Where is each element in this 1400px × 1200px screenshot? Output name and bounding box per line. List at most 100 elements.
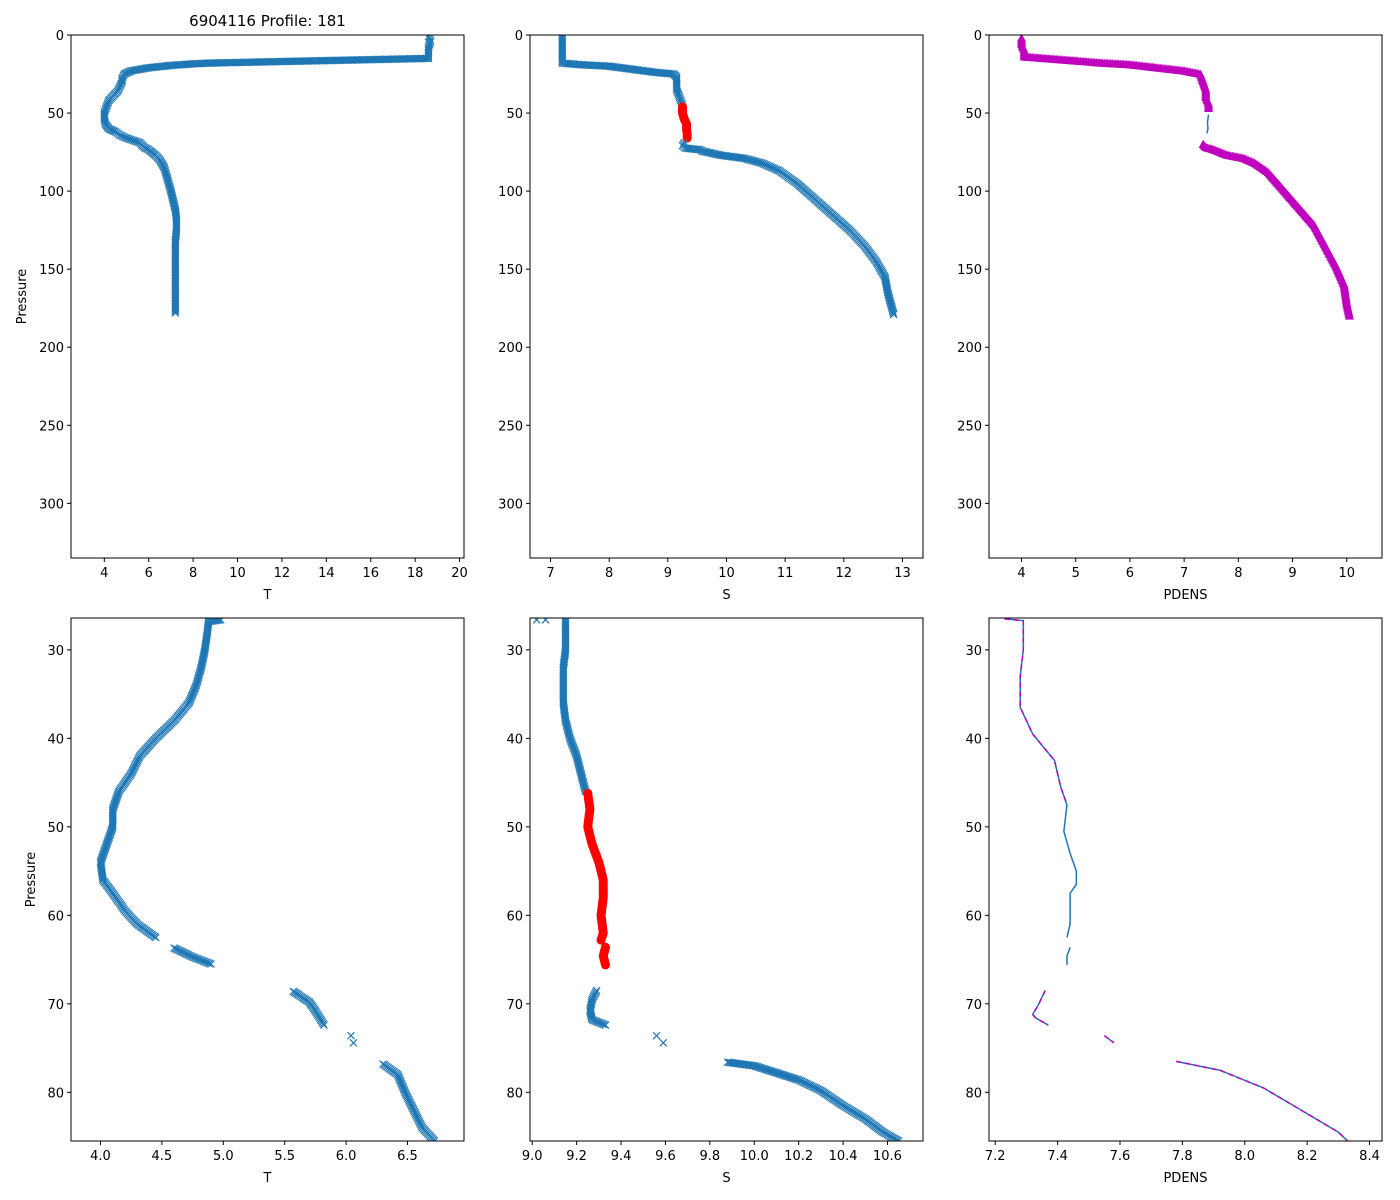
x-tick-label: 10 [718, 566, 735, 581]
y-tick-label: 70 [506, 998, 523, 1013]
x-tick-label: 10.2 [784, 1149, 813, 1164]
x-axis-label: S [722, 588, 730, 603]
series-pdens [1017, 35, 1214, 112]
x-tick-label: 6.0 [336, 1149, 357, 1164]
data-point [347, 1031, 355, 1040]
axes-frame [988, 617, 1383, 1142]
data-point [171, 307, 180, 316]
x-tick-label: 4.5 [152, 1149, 173, 1164]
y-tick-label: 50 [965, 107, 982, 122]
y-axis-label: Pressure [15, 269, 30, 325]
data-point [882, 279, 890, 288]
data-point [738, 154, 747, 163]
data-point [659, 1038, 668, 1047]
series-t-b [170, 944, 215, 968]
y-tick-label: 50 [965, 821, 982, 836]
data-point [151, 933, 160, 942]
series-t-d [347, 1031, 358, 1047]
x-tick-label: 10.4 [829, 1149, 858, 1164]
x-tick-label: 7.8 [1172, 1149, 1193, 1164]
data-point [692, 145, 701, 154]
y-tick-label: 250 [957, 419, 982, 434]
x-tick-label: 10.6 [873, 1149, 902, 1164]
x-tick-label: 10 [1338, 566, 1355, 581]
x-tick-label: 18 [407, 566, 424, 581]
plot-area [100, 35, 435, 317]
x-axis-label: T [263, 588, 272, 603]
series-s [559, 618, 590, 796]
data-point [1204, 103, 1214, 112]
y-tick-label: 300 [39, 497, 64, 512]
data-point [600, 1020, 608, 1029]
y-tick-label: 50 [47, 107, 64, 122]
series-pdens-e [1175, 1060, 1349, 1141]
x-tick-label: 9 [1288, 566, 1296, 581]
data-point [171, 305, 180, 314]
x-tick-label: 7 [1180, 566, 1188, 581]
x-axis-label: T [263, 1171, 272, 1186]
y-tick-label: 50 [506, 821, 523, 836]
data-point [171, 308, 180, 317]
x-tick-label: 9.2 [566, 1149, 587, 1164]
data-point [532, 618, 541, 624]
data-point [883, 283, 891, 292]
panel-bottom-salinity: 9.0 9.2 9.4 9.6 9.8 10.0 10.2 10.4 10.6 30 40 50 60 7… [506, 617, 924, 1186]
x-tick-label: 20 [451, 566, 468, 581]
series-t [100, 35, 435, 317]
x-tick-label: 13 [894, 566, 911, 581]
x-tick-label: 8.4 [1359, 1149, 1380, 1164]
series-line [1175, 1060, 1349, 1141]
x-tick-label: 12 [836, 566, 853, 581]
x-tick-label: 6 [145, 566, 153, 581]
data-point [672, 84, 681, 93]
plot-area [1004, 618, 1349, 1141]
x-tick-label: 9.6 [655, 1149, 676, 1164]
series-s-d [652, 1031, 668, 1047]
y-tick-label: 300 [498, 497, 523, 512]
plot-area [532, 618, 903, 1141]
x-tick-label: 7.4 [1047, 1149, 1068, 1164]
series-s-flagged [678, 102, 692, 143]
data-point [98, 872, 107, 881]
y-tick-label: 60 [965, 909, 982, 924]
x-tick-label: 12 [274, 566, 291, 581]
series-t [96, 618, 225, 942]
data-point [882, 280, 891, 289]
x-tick-label: 8 [605, 566, 613, 581]
y-tick-label: 40 [506, 732, 523, 747]
data-point [130, 66, 139, 75]
x-tick-label: 7.6 [1110, 1149, 1131, 1164]
y-tick-label: 100 [39, 185, 64, 200]
x-tick-label: 16 [362, 566, 379, 581]
x-axis-label: S [722, 1171, 730, 1186]
data-point [894, 1137, 903, 1141]
series-pdens-line [1206, 114, 1210, 134]
x-tick-label: 4.0 [90, 1149, 111, 1164]
x-tick-label: 10 [229, 566, 246, 581]
x-tick-label: 7.2 [985, 1149, 1006, 1164]
series-s-c [586, 986, 610, 1029]
series-line [1206, 114, 1210, 134]
data-point [1344, 311, 1354, 320]
x-tick-label: 6 [1126, 566, 1134, 581]
data-point [430, 1137, 439, 1141]
y-tick-label: 50 [506, 107, 523, 122]
axes-frame [70, 617, 465, 1142]
y-tick-label: 200 [498, 341, 523, 356]
data-point [586, 1009, 595, 1018]
y-tick-label: 30 [506, 644, 523, 659]
series-line [1066, 946, 1071, 965]
series-pdens-c [1031, 990, 1049, 1026]
x-tick-label: 9 [664, 566, 672, 581]
y-tick-label: 0 [56, 29, 64, 44]
series-pdens-lower [1198, 139, 1354, 320]
y-tick-label: 200 [957, 341, 982, 356]
data-point [205, 959, 214, 968]
y-tick-label: 60 [47, 909, 64, 924]
y-tick-label: 0 [974, 29, 982, 44]
data-point [108, 821, 117, 830]
panel-bottom-temperature: 4.0 4.5 5.0 5.5 6.0 6.5 30 40 50 60 70 80 T Pressure [24, 617, 465, 1186]
x-tick-label: 10.0 [740, 1149, 769, 1164]
axes-frame [529, 34, 924, 559]
